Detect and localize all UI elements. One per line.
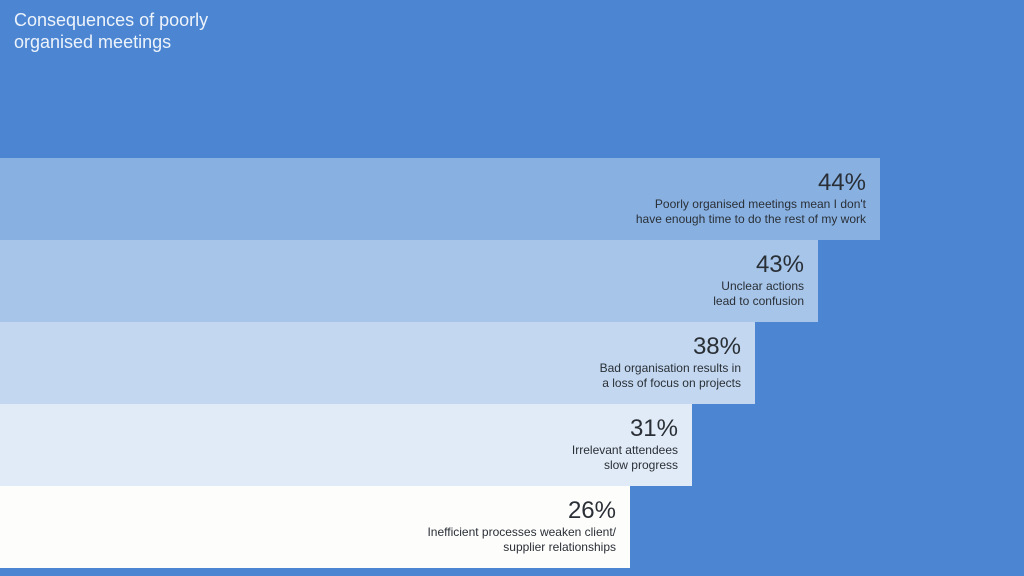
- bar-description: Poorly organised meetings mean I don't h…: [636, 197, 866, 227]
- bar-value: 31%: [572, 417, 678, 441]
- bar-value: 26%: [427, 499, 616, 523]
- bar-row: 26%Inefficient processes weaken client/ …: [0, 486, 630, 568]
- bar-value: 38%: [600, 335, 741, 359]
- bar-content: 44%Poorly organised meetings mean I don'…: [636, 171, 866, 227]
- bar-row: 43%Unclear actions lead to confusion: [0, 240, 818, 322]
- chart-canvas: Consequences of poorly organised meeting…: [0, 0, 1024, 576]
- bar-description: Irrelevant attendees slow progress: [572, 443, 678, 473]
- bar-description: Bad organisation results in a loss of fo…: [600, 361, 741, 391]
- bar-row: 31%Irrelevant attendees slow progress: [0, 404, 692, 486]
- bar-content: 43%Unclear actions lead to confusion: [713, 253, 804, 309]
- bar-row: 38%Bad organisation results in a loss of…: [0, 322, 755, 404]
- bar-value: 44%: [636, 171, 866, 195]
- bar-content: 26%Inefficient processes weaken client/ …: [427, 499, 616, 555]
- bar-row: 44%Poorly organised meetings mean I don'…: [0, 158, 880, 240]
- chart-title: Consequences of poorly organised meeting…: [14, 10, 208, 53]
- bar-value: 43%: [713, 253, 804, 277]
- bar-description: Unclear actions lead to confusion: [713, 279, 804, 309]
- bar-content: 38%Bad organisation results in a loss of…: [600, 335, 741, 391]
- bar-description: Inefficient processes weaken client/ sup…: [427, 525, 616, 555]
- bar-content: 31%Irrelevant attendees slow progress: [572, 417, 678, 473]
